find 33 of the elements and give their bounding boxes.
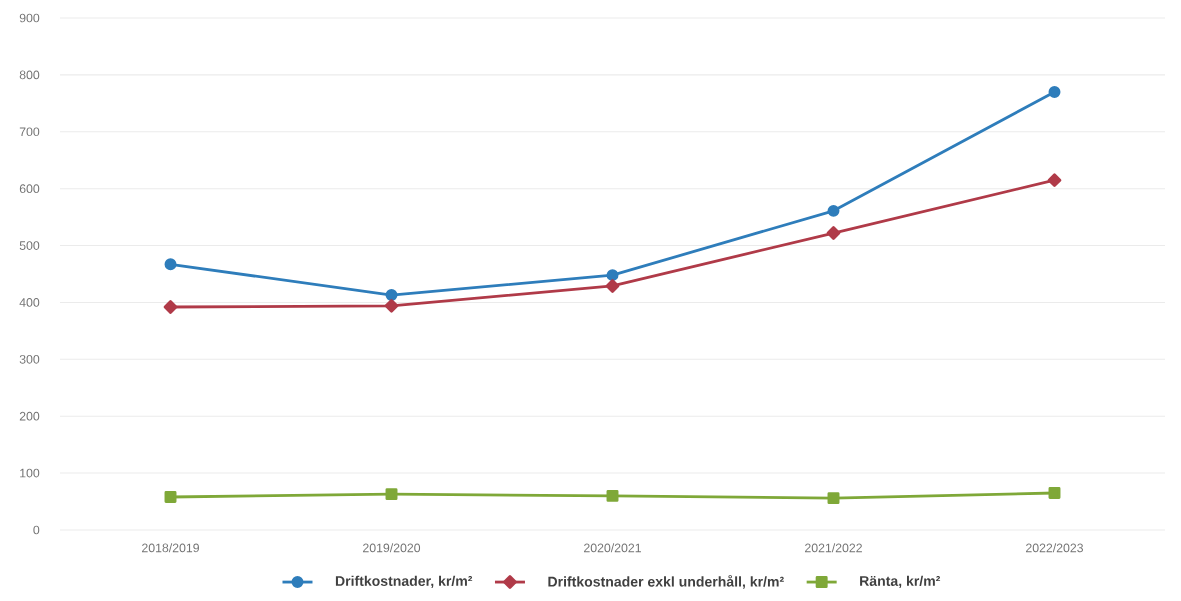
point [605,279,620,293]
x-tick-label: 2022/2023 [1026,543,1083,553]
y-tick-label: 0 [33,525,40,535]
point [384,298,399,313]
point [1048,85,1061,98]
point [826,226,841,240]
y-tick-label: 200 [19,411,40,421]
x-tick-label: 2018/2019 [142,543,199,553]
point [606,269,619,282]
point [827,204,840,217]
y-tick-label: 900 [19,13,40,23]
x-tick-label: 2019/2020 [363,543,421,553]
point [606,489,619,502]
legend-label: Driftkostnader exkl underhåll, kr/m² [548,574,784,589]
y-tick-label: 600 [19,184,40,194]
y-tick-label: 700 [19,127,40,137]
y-tick-label: 800 [19,70,40,80]
point [827,492,840,505]
x-tick-label: 2021/2022 [805,543,862,553]
legend-label: Ränta, kr/m² [860,575,941,589]
y-tick-label: 300 [19,354,40,364]
point [385,488,398,501]
point [164,258,177,271]
legend-label: Driftkostnader, kr/m² [335,575,473,589]
point [163,300,178,314]
point [385,289,398,302]
point [164,491,177,503]
y-tick-label: 400 [19,298,40,307]
y-tick-label: 500 [19,241,40,250]
y-tick-label: 100 [20,468,40,478]
point [1047,173,1062,188]
x-tick-label: 2020/2021 [584,543,641,553]
point [1048,487,1061,499]
